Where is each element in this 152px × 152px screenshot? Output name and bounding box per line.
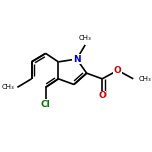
- Text: CH₃: CH₃: [79, 35, 92, 41]
- Text: O: O: [98, 91, 106, 100]
- Text: N: N: [73, 55, 81, 64]
- Text: O: O: [114, 66, 122, 75]
- Text: Cl: Cl: [41, 100, 50, 109]
- Text: CH₃: CH₃: [139, 76, 152, 82]
- Text: CH₃: CH₃: [2, 84, 15, 90]
